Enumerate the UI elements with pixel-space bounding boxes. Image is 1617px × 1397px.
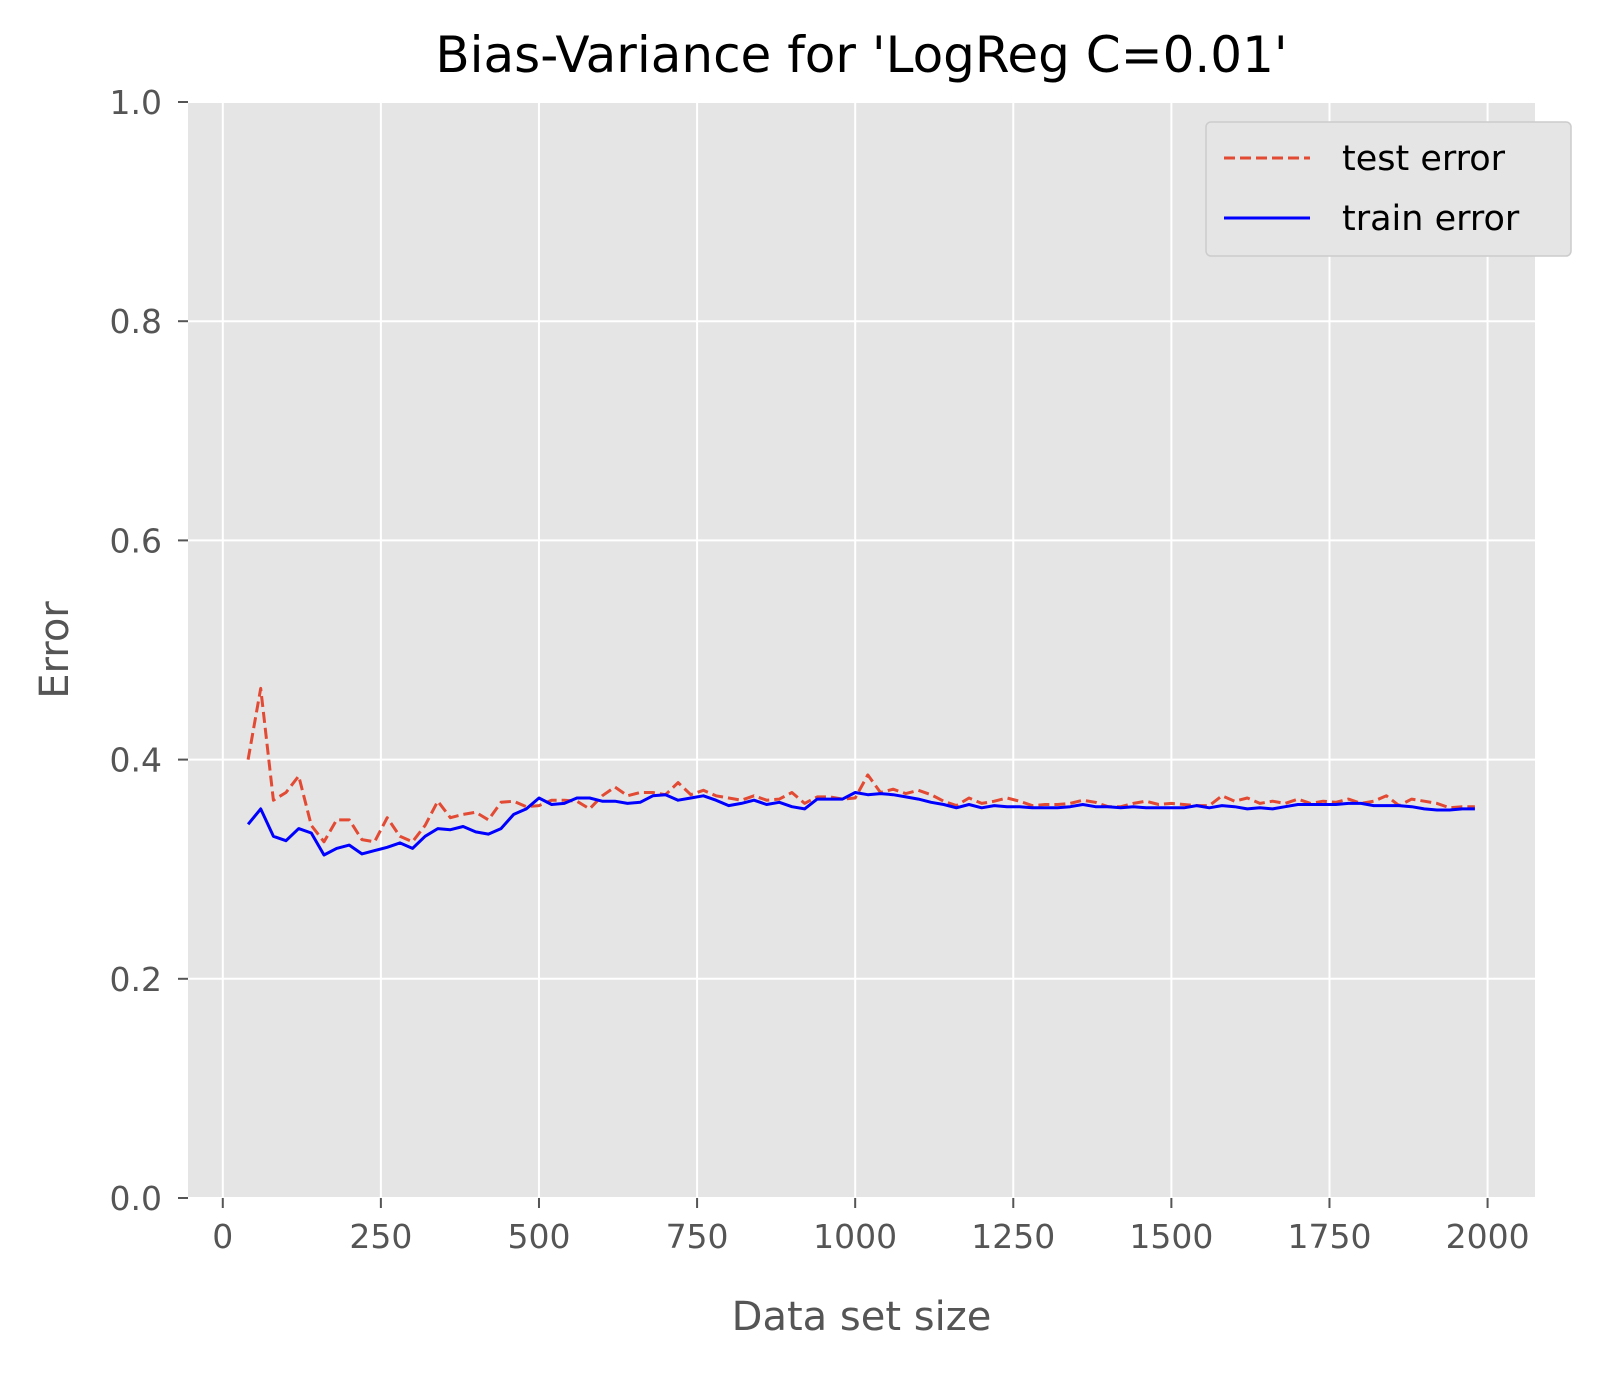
x-tick-label: 1500 xyxy=(1129,1217,1213,1256)
series-lines xyxy=(246,686,1475,857)
train-error-line xyxy=(246,791,1475,857)
x-tick-label: 250 xyxy=(349,1217,412,1256)
legend-box xyxy=(1205,121,1572,257)
x-axis-ticks: 0 250 500 750 1000 1250 1500 1750 2000 xyxy=(212,1198,1530,1256)
y-tick-label: 1.0 xyxy=(110,83,162,122)
x-tick-label: 750 xyxy=(666,1217,729,1256)
chart-title: Bias-Variance for 'LogReg C=0.01' xyxy=(435,26,1287,84)
y-axis-ticks: 0.0 0.2 0.4 0.6 0.8 1.0 xyxy=(110,83,188,1218)
x-tick-label: 1750 xyxy=(1287,1217,1371,1256)
legend: test error train error xyxy=(1205,121,1572,257)
y-tick-label: 0.0 xyxy=(110,1179,162,1218)
y-tick-label: 0.2 xyxy=(110,960,162,999)
plot-area xyxy=(188,102,1535,1198)
x-axis-label: Data set size xyxy=(732,1294,992,1340)
x-tick-label: 1000 xyxy=(813,1217,897,1256)
test-error-line xyxy=(246,686,1475,844)
x-tick-label: 500 xyxy=(507,1217,570,1256)
y-tick-label: 0.4 xyxy=(110,741,162,780)
legend-label-train-error: train error xyxy=(1342,199,1520,239)
x-tick-label: 2000 xyxy=(1446,1217,1530,1256)
legend-label-test-error: test error xyxy=(1342,139,1506,179)
x-tick-label: 1250 xyxy=(971,1217,1055,1256)
y-tick-label: 0.8 xyxy=(110,302,162,341)
grid-lines xyxy=(188,101,1535,1199)
x-tick-label: 0 xyxy=(212,1217,233,1256)
y-tick-label: 0.6 xyxy=(110,521,162,560)
y-axis-label: Error xyxy=(32,601,78,699)
